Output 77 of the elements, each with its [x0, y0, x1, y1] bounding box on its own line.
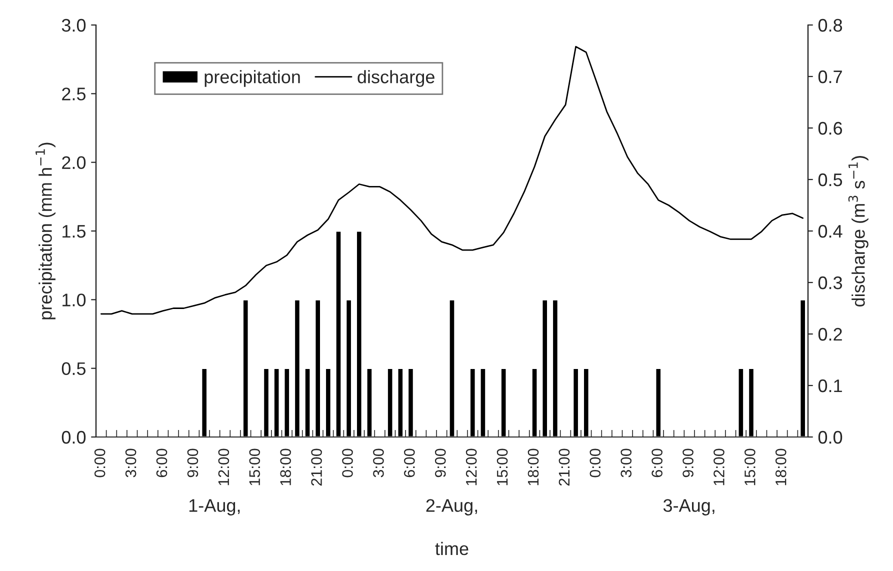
line-series: [100, 46, 804, 315]
x-tick-label: 12:00: [714, 448, 724, 486]
y-tick-label: 2.0: [62, 156, 86, 170]
bar: [500, 368, 508, 437]
text: 3-Aug,: [663, 499, 714, 516]
bar: [273, 368, 280, 437]
bar: [748, 368, 755, 437]
bar: [552, 298, 559, 437]
x-tick-label: 3:00: [373, 448, 384, 478]
x-tick-label: 12:00: [218, 448, 230, 486]
y-tick-label: 0.5: [62, 362, 86, 376]
x-tick-label: 3:00: [125, 448, 136, 478]
x-tick-label: 9:00: [682, 448, 694, 478]
x-tick-label: 3:00: [620, 448, 632, 478]
x-tick-label: 21:00: [311, 448, 322, 486]
bar: [366, 368, 373, 437]
y2-axis-title: discharge (m$^{3}$ s$^{−1}$): [848, 156, 868, 307]
y-tick-label: 2.5: [62, 88, 86, 100]
x-tick-label: 0:00: [342, 448, 353, 478]
bar: [407, 368, 414, 437]
y2-tick-label: 0.8: [818, 18, 842, 32]
x-tick-label: 12:00: [466, 448, 477, 486]
text: 1-Aug,: [189, 499, 240, 516]
bar: [541, 298, 548, 437]
bar: [582, 368, 590, 437]
bar: [314, 298, 322, 437]
x-tick-label: 18:00: [775, 448, 786, 486]
y-tick-label: 3.0: [62, 18, 86, 32]
bar: [448, 298, 456, 437]
y2-tick-label: 0.2: [818, 328, 842, 341]
x-tick-label: 15:00: [496, 448, 508, 486]
bar: [572, 368, 580, 437]
bar: [356, 230, 363, 437]
x-tick-label: 9:00: [434, 448, 446, 478]
y2-tick-label: 0.5: [818, 173, 842, 186]
bar: [200, 368, 208, 437]
bar: [799, 298, 806, 437]
bar: [262, 368, 270, 437]
x-axis-title: time: [435, 542, 468, 556]
x-tick-label: 15:00: [744, 448, 756, 486]
bar: [345, 298, 352, 437]
y2-tick-label: 0.4: [818, 224, 842, 238]
bar: [304, 368, 312, 437]
legend-label: precipitation: [204, 70, 300, 87]
x-tick-label: 18:00: [280, 448, 291, 486]
bar: [242, 298, 250, 437]
bar: [531, 368, 538, 437]
bar: [479, 368, 486, 437]
x-tick-label: 0:00: [590, 448, 601, 478]
y2-tick-label: 0.6: [818, 122, 842, 135]
bar: [386, 368, 394, 437]
x-tick-label: 18:00: [528, 448, 539, 486]
bar: [654, 368, 662, 437]
bar: [334, 230, 342, 437]
y-tick-label: 1.0: [62, 294, 86, 306]
x-tick-label: 21:00: [558, 448, 570, 486]
y2-tick-label: 0.3: [818, 276, 842, 290]
y2-tick-label: 0.7: [818, 70, 842, 84]
text: 2-Aug,: [426, 499, 477, 516]
bar: [324, 368, 332, 437]
bar: [283, 368, 290, 437]
x-tick-label: 6:00: [156, 448, 168, 478]
bar: [737, 368, 744, 437]
bar: [396, 368, 404, 437]
x-tick-label: 6:00: [404, 448, 415, 478]
y2-tick-label: 0.0: [818, 430, 842, 444]
bar: [469, 368, 476, 437]
y-tick-label: 1.5: [62, 225, 86, 238]
bar: [294, 298, 301, 437]
x-tick-label: 0:00: [94, 448, 106, 478]
y-tick-label: 0.0: [62, 430, 86, 444]
x-tick-label: 9:00: [187, 448, 198, 478]
x-tick-label: 6:00: [652, 448, 662, 478]
y-axis-title: precipitation (mm h$^{−1}$): [36, 142, 56, 320]
y2-tick-label: 0.1: [818, 379, 842, 392]
legend-label: discharge: [358, 70, 434, 87]
x-tick-label: 15:00: [249, 448, 260, 486]
